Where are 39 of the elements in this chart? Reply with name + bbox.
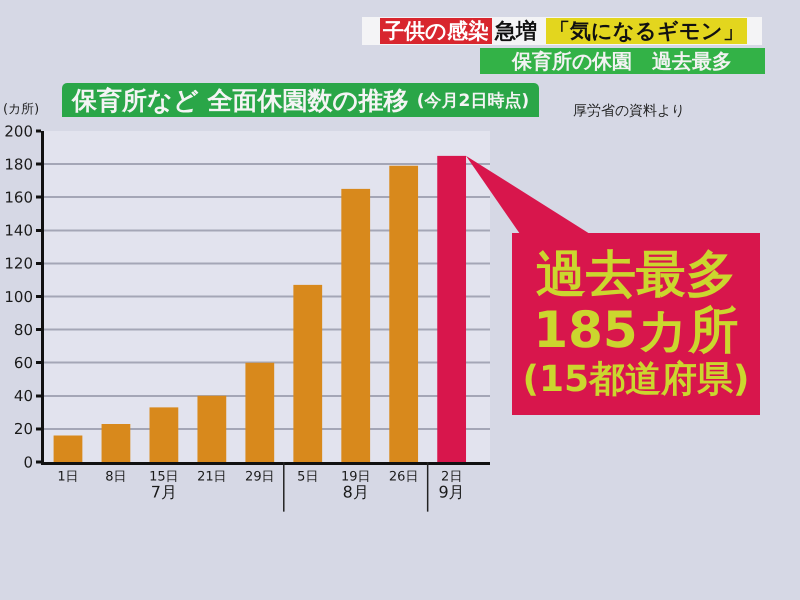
x-tick-label: 19日 8月 bbox=[340, 470, 370, 502]
x-tick-label: 15日 7月 bbox=[149, 470, 179, 502]
x-tick-label: 5日 bbox=[297, 470, 318, 485]
y-tick-label: 40 bbox=[14, 387, 33, 406]
y-tick-label: 180 bbox=[4, 155, 33, 174]
chart-subtitle: (今月2日時点) bbox=[416, 90, 530, 112]
bar bbox=[341, 188, 370, 462]
y-tick-label: 160 bbox=[4, 188, 33, 206]
text: 急増 bbox=[493, 18, 538, 44]
text: (15都道府県) bbox=[522, 358, 750, 402]
x-tick-label: 1日 bbox=[57, 470, 79, 485]
y-tick-label: 200 bbox=[4, 122, 33, 140]
bar bbox=[389, 166, 418, 462]
bar bbox=[293, 284, 322, 462]
x-tick-label: 26日 bbox=[388, 470, 418, 485]
y-tick-label: 60 bbox=[14, 354, 33, 372]
x-tick-label: 29日 bbox=[245, 470, 275, 485]
bar bbox=[437, 156, 466, 462]
bar bbox=[54, 436, 82, 462]
bar bbox=[102, 424, 130, 462]
bar bbox=[197, 396, 226, 462]
y-tick-label: 20 bbox=[14, 420, 33, 438]
bar bbox=[150, 407, 178, 462]
x-tick-label: 21日 bbox=[197, 470, 227, 485]
y-axis-title: (カ所) bbox=[3, 102, 40, 117]
y-tick-label: 100 bbox=[4, 288, 33, 306]
x-tick-label: 8日 bbox=[105, 470, 127, 485]
y-tick-label: 0 bbox=[23, 453, 33, 472]
text: 厚労省の資料より bbox=[573, 103, 685, 119]
text: 保育所の休園 過去最多 bbox=[512, 48, 732, 74]
chart-title: 保育所など 全面休園数の推移 bbox=[72, 84, 409, 116]
y-tick-label: 120 bbox=[4, 254, 33, 273]
bar bbox=[245, 362, 274, 462]
text: 「気になるギモン」 bbox=[546, 18, 747, 44]
annotation: 過去最多185カ所 bbox=[532, 245, 740, 359]
x-tick-label: 2日 9月 bbox=[438, 470, 465, 502]
y-tick-label: 140 bbox=[4, 222, 33, 240]
text: 子供の感染 bbox=[380, 18, 492, 44]
y-tick-label: 80 bbox=[14, 320, 33, 339]
